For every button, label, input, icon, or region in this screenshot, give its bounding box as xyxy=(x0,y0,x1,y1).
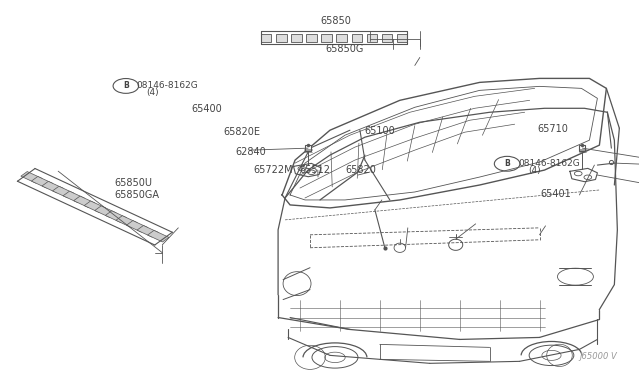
Text: 65820: 65820 xyxy=(346,165,376,175)
Text: 65512: 65512 xyxy=(300,165,331,175)
Text: 65850: 65850 xyxy=(320,16,351,26)
Bar xyxy=(276,34,287,42)
Bar xyxy=(381,34,392,42)
Bar xyxy=(261,34,271,42)
Bar xyxy=(367,34,377,42)
Text: 08146-8162G: 08146-8162G xyxy=(518,159,580,168)
Polygon shape xyxy=(74,196,95,208)
Polygon shape xyxy=(63,191,84,203)
Polygon shape xyxy=(31,176,52,188)
Text: 65850G: 65850G xyxy=(325,44,364,54)
Bar xyxy=(337,34,347,42)
Text: 65401: 65401 xyxy=(540,189,571,199)
Text: 08146-8162G: 08146-8162G xyxy=(136,81,198,90)
Text: 65850GA: 65850GA xyxy=(115,190,159,200)
Bar xyxy=(351,34,362,42)
Polygon shape xyxy=(148,230,169,242)
Polygon shape xyxy=(137,225,158,237)
Polygon shape xyxy=(95,206,116,218)
Text: 62840: 62840 xyxy=(236,147,266,157)
Bar xyxy=(397,34,407,42)
Polygon shape xyxy=(106,211,127,222)
Text: 65820E: 65820E xyxy=(223,126,260,137)
Text: (4): (4) xyxy=(528,166,541,175)
Polygon shape xyxy=(21,171,42,183)
Text: 65710: 65710 xyxy=(537,124,568,134)
Bar xyxy=(321,34,332,42)
Text: 65850U: 65850U xyxy=(115,179,152,188)
Text: B: B xyxy=(123,81,129,90)
Polygon shape xyxy=(116,216,137,227)
Text: (4): (4) xyxy=(147,88,159,97)
Text: J65000 V: J65000 V xyxy=(579,352,617,361)
Polygon shape xyxy=(84,201,106,212)
Text: 65400: 65400 xyxy=(191,104,221,114)
Bar xyxy=(307,34,317,42)
Text: 65722M: 65722M xyxy=(253,165,292,175)
Bar xyxy=(291,34,301,42)
Polygon shape xyxy=(42,182,63,193)
Text: B: B xyxy=(504,159,510,168)
Text: 65100: 65100 xyxy=(365,126,396,136)
Polygon shape xyxy=(52,186,74,198)
Polygon shape xyxy=(127,221,148,232)
